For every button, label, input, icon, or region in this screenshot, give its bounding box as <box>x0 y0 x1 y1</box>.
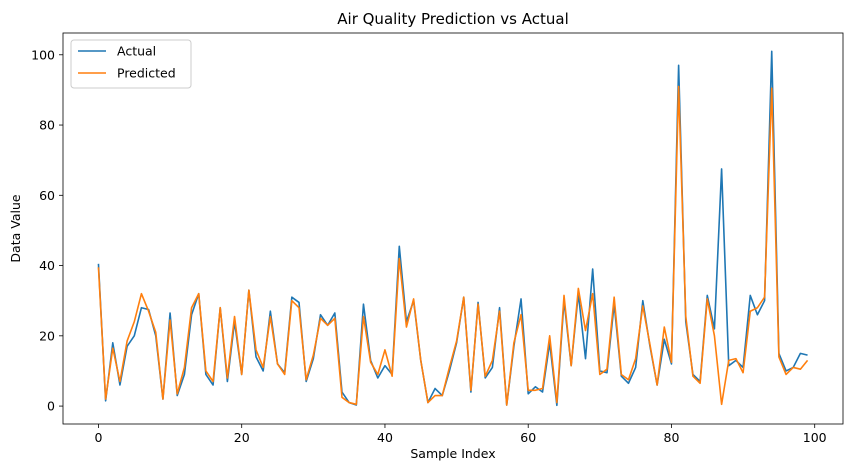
x-tick-label: 0 <box>94 430 102 445</box>
legend-box <box>70 39 192 89</box>
series-line-predicted <box>97 85 809 406</box>
y-tick-label: 60 <box>39 188 55 203</box>
x-tick-label: 60 <box>520 430 536 445</box>
y-tick-label: 20 <box>39 328 55 343</box>
y-tick-label: 100 <box>31 47 55 62</box>
legend-label-actual: Actual <box>117 44 156 59</box>
x-tick-label: 40 <box>377 430 393 445</box>
plot-area <box>97 50 809 407</box>
legend-label-predicted: Predicted <box>117 66 176 81</box>
x-axis: 0 20 40 60 80 100 <box>94 424 827 445</box>
y-axis: 0 20 40 60 80 100 <box>31 47 63 414</box>
y-tick-label: 0 <box>47 399 55 414</box>
x-tick-label: 100 <box>803 430 827 445</box>
y-tick-label: 40 <box>39 258 55 273</box>
legend: Actual Predicted <box>70 39 192 89</box>
y-axis-label: Data Value <box>8 194 23 262</box>
chart-title: Air Quality Prediction vs Actual <box>337 10 568 28</box>
axes-frame <box>62 32 844 425</box>
y-tick-label: 80 <box>39 118 55 133</box>
x-tick-label: 80 <box>664 430 680 445</box>
x-tick-label: 20 <box>234 430 250 445</box>
x-axis-label: Sample Index <box>410 446 495 461</box>
